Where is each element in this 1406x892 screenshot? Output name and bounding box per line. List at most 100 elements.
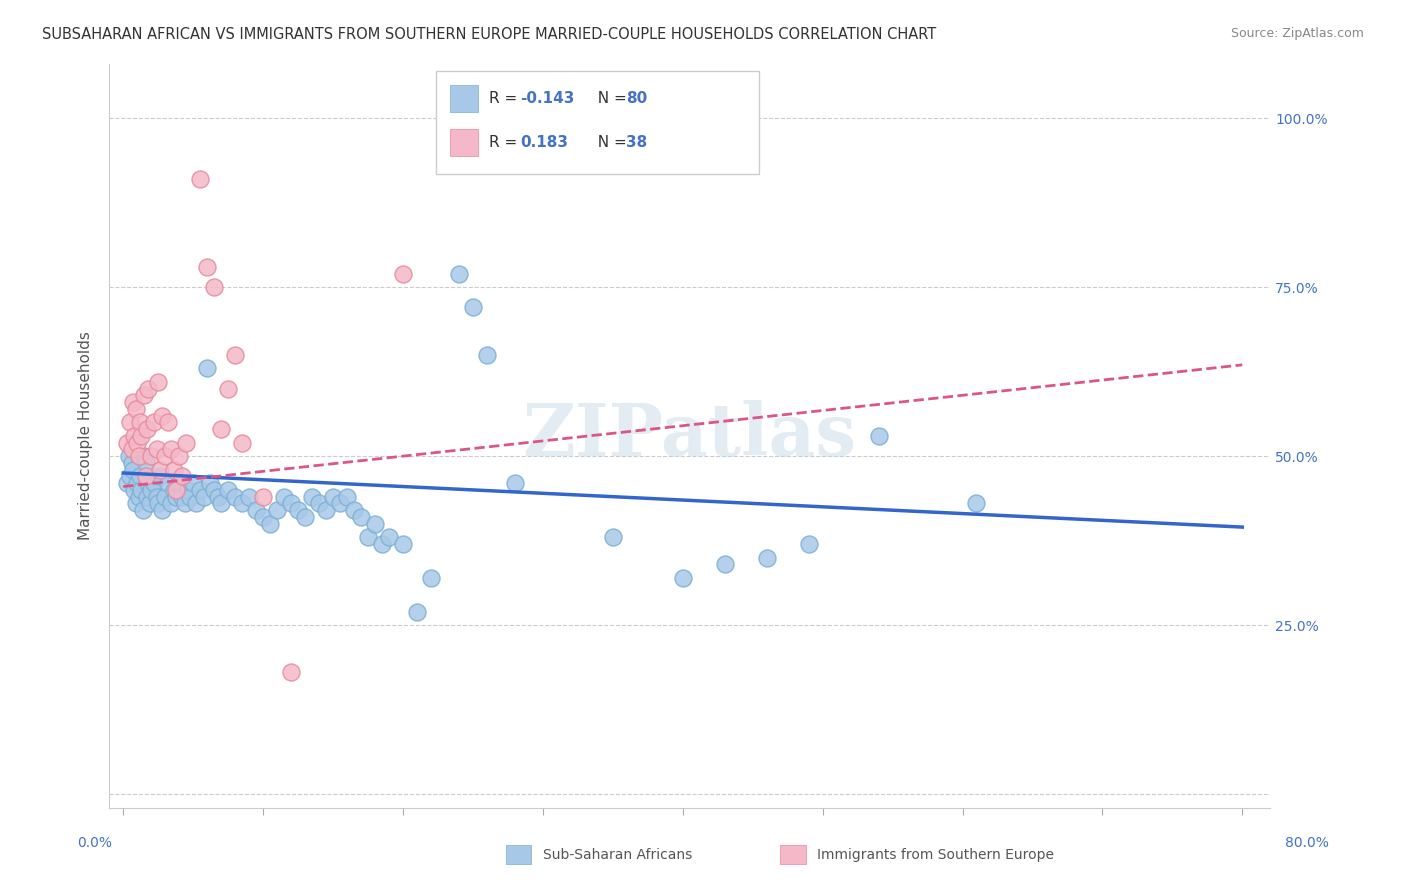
Point: [159, 496, 181, 510]
Point: [149, 462, 172, 476]
Point: [162, 462, 184, 476]
Point: [132, 503, 155, 517]
Point: [280, 665, 302, 680]
Point: [125, 401, 148, 416]
Point: [231, 435, 253, 450]
Point: [170, 490, 193, 504]
Point: [165, 490, 187, 504]
Point: [146, 442, 169, 457]
Point: [602, 530, 624, 544]
Point: [135, 456, 157, 470]
Point: [406, 605, 429, 619]
Point: [378, 530, 401, 544]
Text: Source: ZipAtlas.com: Source: ZipAtlas.com: [1230, 27, 1364, 40]
Point: [162, 483, 184, 497]
Point: [217, 382, 239, 396]
Point: [392, 537, 415, 551]
Text: 38: 38: [626, 136, 647, 150]
Point: [868, 429, 890, 443]
Point: [343, 503, 366, 517]
Point: [202, 280, 225, 294]
Point: [167, 476, 190, 491]
Point: [134, 388, 156, 402]
Point: [224, 348, 246, 362]
Point: [173, 496, 195, 510]
Point: [135, 469, 157, 483]
Point: [217, 483, 239, 497]
Point: [503, 476, 526, 491]
Point: [209, 422, 232, 436]
Point: [315, 503, 337, 517]
Point: [141, 449, 163, 463]
Point: [129, 469, 152, 483]
Point: [128, 490, 150, 504]
Point: [193, 490, 215, 504]
Point: [672, 571, 695, 585]
Point: [120, 469, 142, 483]
Point: [170, 469, 193, 483]
Y-axis label: Married-couple Households: Married-couple Households: [79, 332, 93, 541]
Point: [136, 422, 159, 436]
Point: [143, 476, 166, 491]
Point: [139, 496, 162, 510]
Point: [198, 476, 221, 491]
Point: [224, 490, 246, 504]
Point: [128, 449, 150, 463]
Text: SUBSAHARAN AFRICAN VS IMMIGRANTS FROM SOUTHERN EUROPE MARRIED-COUPLE HOUSEHOLDS : SUBSAHARAN AFRICAN VS IMMIGRANTS FROM SO…: [42, 27, 936, 42]
Point: [755, 550, 778, 565]
Point: [294, 510, 316, 524]
Point: [127, 435, 149, 450]
Text: 0.183: 0.183: [520, 136, 568, 150]
Point: [149, 469, 172, 483]
Point: [238, 490, 260, 504]
Point: [117, 476, 139, 491]
Point: [266, 503, 288, 517]
Point: [122, 462, 145, 476]
Point: [280, 496, 302, 510]
Point: [301, 490, 323, 504]
Point: [447, 267, 470, 281]
Text: Immigrants from Southern Europe: Immigrants from Southern Europe: [817, 847, 1054, 862]
Point: [120, 415, 142, 429]
Point: [134, 449, 156, 463]
Text: 80: 80: [626, 91, 647, 105]
Point: [176, 483, 198, 497]
Point: [148, 496, 170, 510]
Point: [966, 496, 988, 510]
Point: [117, 435, 139, 450]
Point: [195, 260, 218, 274]
Point: [152, 409, 174, 423]
Point: [136, 490, 159, 504]
Point: [209, 496, 232, 510]
Point: [121, 442, 143, 457]
Point: [797, 537, 820, 551]
Point: [364, 516, 387, 531]
Point: [153, 490, 176, 504]
Text: ZIPatlas: ZIPatlas: [523, 401, 856, 471]
Point: [259, 516, 281, 531]
Point: [329, 496, 352, 510]
Text: -0.143: -0.143: [520, 91, 575, 105]
Text: N =: N =: [588, 91, 631, 105]
Point: [231, 496, 253, 510]
Point: [118, 449, 141, 463]
Point: [179, 490, 201, 504]
Point: [195, 361, 218, 376]
Text: R =: R =: [489, 91, 523, 105]
Point: [308, 496, 330, 510]
Point: [207, 490, 229, 504]
Point: [392, 267, 415, 281]
Text: R =: R =: [489, 136, 527, 150]
Text: 0.0%: 0.0%: [77, 836, 112, 850]
Point: [713, 558, 735, 572]
Point: [357, 530, 380, 544]
Point: [124, 483, 146, 497]
Point: [202, 483, 225, 497]
Point: [143, 415, 166, 429]
Point: [127, 476, 149, 491]
Point: [184, 496, 207, 510]
Point: [252, 510, 274, 524]
Point: [129, 415, 152, 429]
Point: [181, 476, 204, 491]
Point: [165, 483, 187, 497]
